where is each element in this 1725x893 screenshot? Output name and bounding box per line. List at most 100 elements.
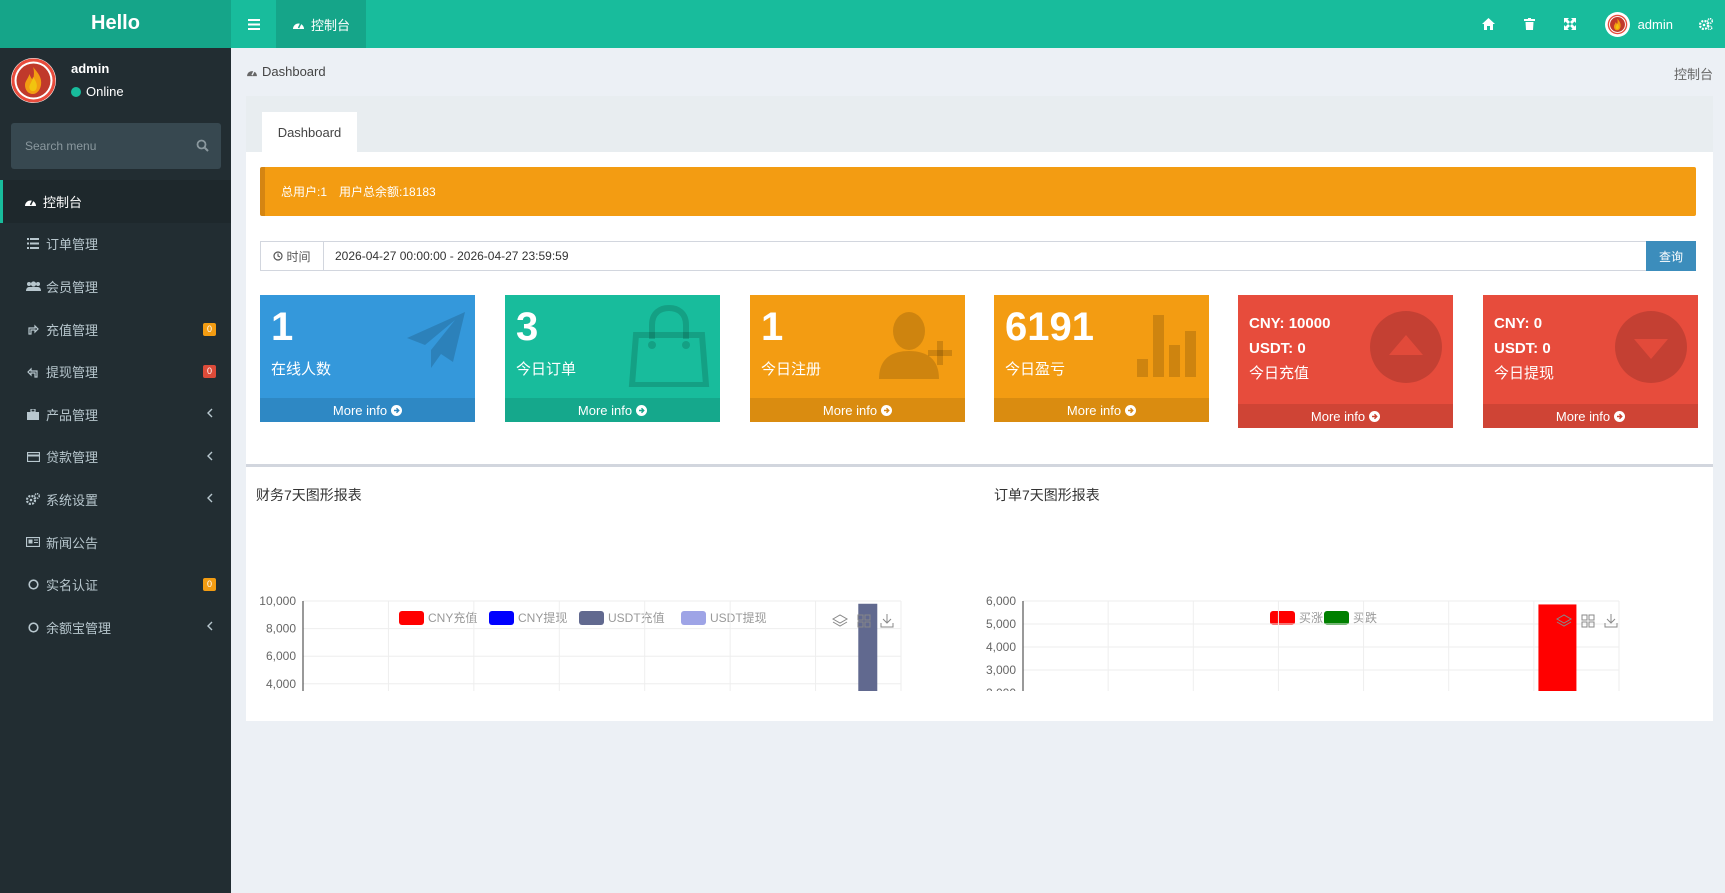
- arrow-up-circle-icon: [1370, 311, 1442, 383]
- y-tick-label: 4,000: [986, 640, 1016, 654]
- more-info-link[interactable]: More info: [260, 398, 475, 422]
- tab-dashboard-panel[interactable]: Dashboard: [262, 112, 357, 152]
- legend-label: CNY提现: [518, 610, 567, 625]
- sidebar-item-orders[interactable]: 订单管理: [0, 223, 231, 266]
- sidebar-item-recharge[interactable]: 充值管理 0: [0, 308, 231, 351]
- section-divider: [246, 464, 1713, 467]
- query-button[interactable]: 查询: [1646, 241, 1696, 271]
- sidebar-item-dashboard[interactable]: 控制台: [0, 180, 231, 223]
- logo[interactable]: Hello: [0, 0, 231, 48]
- y-tick-label: 10,000: [259, 594, 296, 608]
- user-menu[interactable]: admin: [1591, 0, 1687, 48]
- legend-label: USDT充值: [608, 610, 665, 625]
- sidebar-item-label: 提现管理: [46, 365, 99, 381]
- clock-icon: [273, 251, 284, 261]
- sidebar-item-label: 会员管理: [46, 279, 99, 295]
- more-info-link[interactable]: More info: [1238, 404, 1453, 428]
- legend-item[interactable]: USDT提现: [681, 610, 767, 625]
- total-balance-text: 用户总余额:18183: [339, 185, 436, 199]
- legend-label: USDT提现: [710, 610, 767, 625]
- stat-today-profit: 6191 今日盈亏 More info: [994, 295, 1209, 422]
- finance-chart-title: 财务7天图形报表: [256, 487, 362, 503]
- data-view-icon[interactable]: [857, 614, 871, 628]
- restore-icon[interactable]: [1555, 614, 1573, 627]
- more-info-link[interactable]: More info: [994, 398, 1209, 422]
- more-info-link[interactable]: More info: [1483, 404, 1698, 428]
- bar: [1538, 604, 1577, 691]
- newspaper-icon: [26, 537, 40, 548]
- legend-item[interactable]: 买涨: [1270, 610, 1323, 625]
- legend-item[interactable]: CNY充值: [399, 610, 477, 625]
- legend-swatch: [681, 611, 706, 625]
- stat-value: 6191: [1005, 305, 1094, 349]
- stat-label: 在线人数: [271, 361, 332, 378]
- cogs-icon: [26, 493, 40, 506]
- top-header: Hello 控制台 admin: [0, 0, 1725, 48]
- sidebar-item-news[interactable]: 新闻公告: [0, 521, 231, 564]
- cogs-icon: [1699, 18, 1713, 30]
- legend-swatch: [399, 611, 424, 625]
- legend-swatch: [1270, 611, 1295, 625]
- more-info-label: More info: [822, 402, 878, 418]
- legend-item[interactable]: CNY提现: [489, 610, 567, 625]
- paper-plane-icon: [407, 312, 465, 368]
- chart-legend: 买涨 买跌: [1270, 610, 1377, 625]
- sidebar-item-products[interactable]: 产品管理: [0, 393, 231, 436]
- search-input[interactable]: [11, 123, 191, 169]
- stat-today-withdraw: CNY: 0 USDT: 0 今日提现 More info: [1483, 295, 1698, 428]
- order-chart: 买涨买跌01,0002,0003,0004,0005,0006,0002026-…: [986, 594, 1620, 691]
- legend-item[interactable]: 买跌: [1324, 610, 1377, 625]
- sidebar-item-settings[interactable]: 系统设置: [0, 478, 231, 521]
- sidebar-item-label: 控制台: [43, 194, 83, 210]
- stat-money: CNY: 0 USDT: 0 今日提现: [1494, 311, 1554, 386]
- avatar: [1604, 11, 1630, 37]
- sidebar-item-loans[interactable]: 贷款管理: [0, 436, 231, 479]
- stat-usdt: USDT: 0: [1249, 340, 1306, 357]
- data-view-icon[interactable]: [1581, 614, 1595, 628]
- hand-icon: [27, 367, 38, 378]
- sidebar-item-verification[interactable]: 实名认证 0: [0, 563, 231, 606]
- sidebar-item-yuebao[interactable]: 余额宝管理: [0, 606, 231, 649]
- bar: [858, 603, 878, 691]
- more-info-link[interactable]: More info: [750, 398, 965, 422]
- download-icon[interactable]: [880, 614, 894, 628]
- withdraw-count-badge: 0: [202, 365, 216, 379]
- status-dot-icon: [71, 86, 81, 97]
- tab-dashboard[interactable]: 控制台: [276, 0, 366, 48]
- restore-icon[interactable]: [831, 614, 849, 627]
- chevron-left-icon: [207, 493, 213, 503]
- stat-cny: CNY: 10000: [1249, 315, 1331, 332]
- fire-icon: [11, 58, 56, 103]
- sidebar-item-label: 产品管理: [46, 407, 99, 423]
- stat-label: 今日盈亏: [1005, 361, 1066, 378]
- download-icon[interactable]: [1604, 614, 1618, 628]
- filter-label-text: 时间: [286, 249, 311, 264]
- sidebar-item-label: 订单管理: [46, 237, 99, 253]
- sidebar-item-withdraw[interactable]: 提现管理 0: [0, 350, 231, 393]
- shopping-bag-icon: [628, 305, 710, 387]
- clear-cache-button[interactable]: [1509, 0, 1550, 48]
- more-info-link[interactable]: More info: [505, 398, 720, 422]
- fullscreen-button[interactable]: [1550, 0, 1591, 48]
- sidebar-item-members[interactable]: 会员管理: [0, 265, 231, 308]
- dashboard-icon: [247, 69, 257, 76]
- list-icon: [27, 238, 39, 250]
- dashboard-panel: Dashboard 总用户:1 用户总余额:18183 时间 查询 1 在线人数…: [246, 96, 1713, 721]
- breadcrumb[interactable]: Dashboard: [246, 64, 326, 79]
- sidebar-item-label: 贷款管理: [46, 450, 99, 466]
- more-info-label: More info: [1555, 408, 1611, 424]
- search-icon[interactable]: [195, 138, 211, 154]
- settings-button[interactable]: [1687, 0, 1725, 48]
- legend-swatch: [579, 611, 604, 625]
- legend-item[interactable]: USDT充值: [579, 610, 665, 625]
- legend-label: 买涨: [1299, 610, 1323, 625]
- date-range-input[interactable]: [324, 242, 1646, 270]
- sidebar-search: [11, 123, 221, 169]
- stat-label: 今日充值: [1249, 365, 1310, 382]
- online-status: Online: [71, 84, 124, 99]
- circle-icon: [27, 579, 39, 590]
- panel-tabs: Dashboard: [246, 96, 1713, 152]
- legend-label: CNY充值: [428, 610, 477, 625]
- home-button[interactable]: [1468, 0, 1509, 48]
- sidebar-toggle-button[interactable]: [231, 0, 276, 48]
